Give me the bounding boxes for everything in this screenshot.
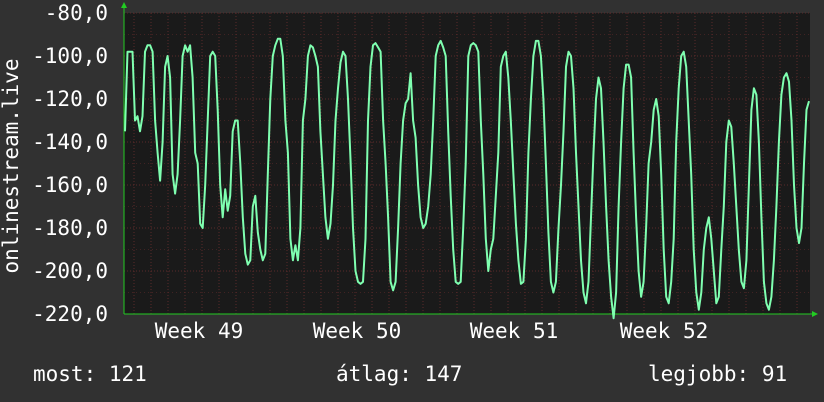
y-tick-label: -120,0 (32, 87, 108, 111)
y-tick-label: -160,0 (32, 173, 108, 197)
stat-best-label: legjobb: (648, 362, 750, 386)
y-tick-label: -200,0 (32, 259, 108, 283)
stat-average-value: 147 (424, 362, 463, 386)
stat-current-label: most: (33, 362, 97, 386)
plot-area (124, 13, 810, 314)
series-line (124, 37, 810, 320)
stat-average: átlag: 147 (336, 362, 462, 386)
y-tick-label: -220,0 (32, 302, 108, 326)
y-axis-arrow (121, 2, 127, 8)
x-tick-label: Week 50 (313, 319, 402, 343)
x-axis-arrow (812, 311, 818, 317)
stat-best-value: 91 (761, 362, 788, 386)
y-tick-label: -80,0 (45, 1, 108, 25)
stat-current: most: 121 (33, 362, 147, 386)
x-tick-label: Week 49 (155, 319, 244, 343)
y-tick-label: -100,0 (32, 44, 108, 68)
stat-average-label: átlag: (336, 362, 412, 386)
y-axis-label: onlinestream.live (0, 59, 23, 274)
x-tick-label: Week 51 (470, 319, 559, 343)
x-tick-label: Week 52 (620, 319, 709, 343)
stat-best: legjobb: 91 (648, 362, 787, 386)
y-tick-label: -140,0 (32, 130, 108, 154)
y-tick-label: -180,0 (32, 216, 108, 240)
stat-current-value: 121 (108, 362, 147, 386)
